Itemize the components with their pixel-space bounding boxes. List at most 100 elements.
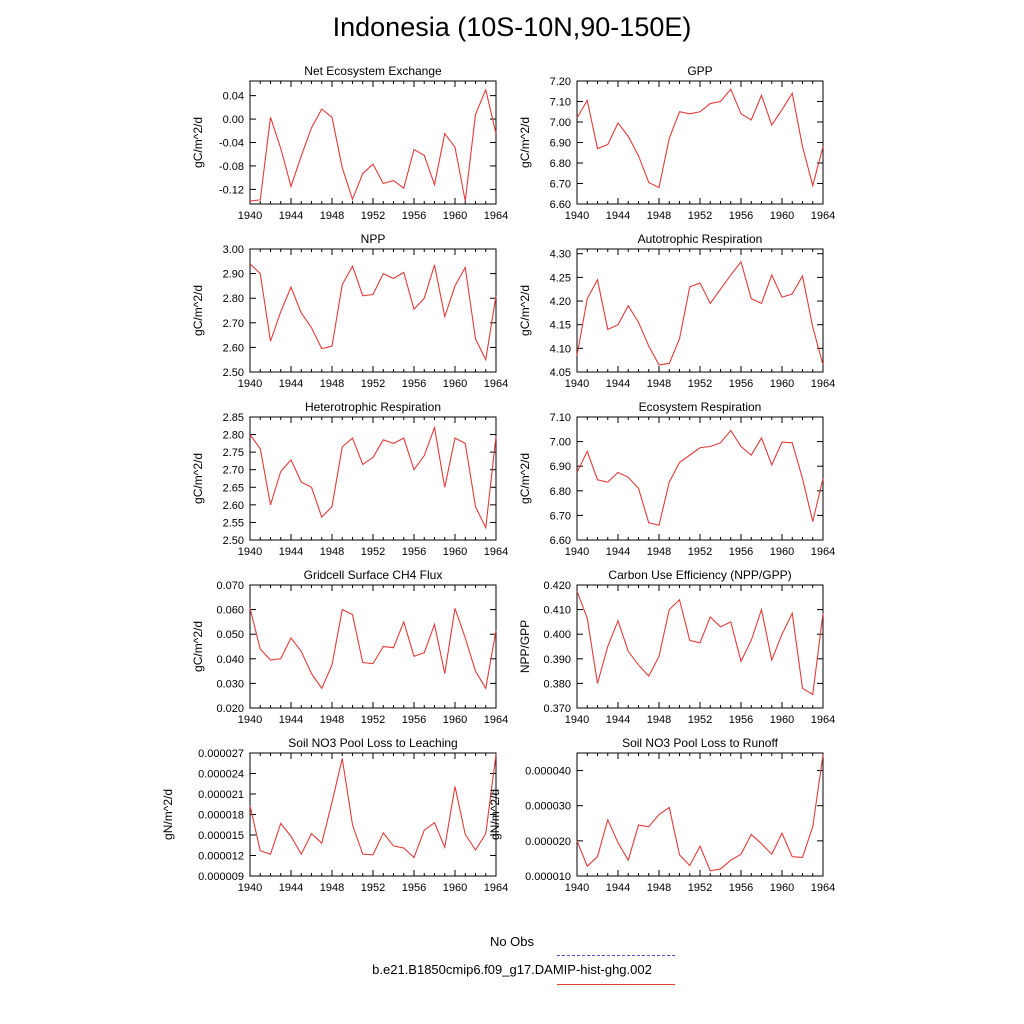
y-axis-label: gC/m^2/d xyxy=(191,621,205,672)
panel-title: Soil NO3 Pool Loss to Leaching xyxy=(288,736,457,750)
y-tick-label: 0.420 xyxy=(543,580,571,592)
x-tick-label: 1944 xyxy=(606,882,630,894)
y-tick-label: 0.410 xyxy=(543,605,571,617)
y-tick-label: 0.070 xyxy=(216,580,244,592)
x-tick-label: 1944 xyxy=(279,210,303,222)
y-tick-label: 2.60 xyxy=(223,500,244,512)
series-line xyxy=(576,429,824,526)
y-tick-label: 7.00 xyxy=(550,437,571,449)
plot-frame xyxy=(576,416,824,541)
y-tick-label: 6.80 xyxy=(550,486,571,498)
x-tick-label: 1944 xyxy=(279,546,303,558)
x-tick-label: 1964 xyxy=(811,378,835,390)
x-tick-label: 1948 xyxy=(647,210,671,222)
y-tick-label: 0.040 xyxy=(216,654,244,666)
legend-model-label: b.e21.B1850cmip6.f09_g17.DAMIP-hist-ghg.… xyxy=(372,962,652,977)
x-tick-label: 1944 xyxy=(606,378,630,390)
x-tick-label: 1952 xyxy=(688,546,712,558)
y-tick-label: 0.000021 xyxy=(198,789,244,801)
plot-frame xyxy=(576,248,824,373)
series-line xyxy=(249,425,497,530)
x-tick-label: 1948 xyxy=(320,546,344,558)
x-tick-label: 1960 xyxy=(770,378,794,390)
x-tick-label: 1956 xyxy=(729,714,753,726)
y-tick-label: -0.12 xyxy=(219,184,244,196)
y-tick-label: 0.000009 xyxy=(198,871,244,883)
x-tick-label: 1960 xyxy=(443,546,467,558)
x-tick-label: 1964 xyxy=(484,882,508,894)
plot-frame xyxy=(249,416,497,541)
plot-frame xyxy=(249,248,497,373)
x-tick-label: 1944 xyxy=(606,210,630,222)
series-line xyxy=(249,88,497,202)
x-tick-label: 1964 xyxy=(811,714,835,726)
plot-frame xyxy=(249,752,497,877)
y-tick-label: 6.70 xyxy=(550,510,571,522)
x-tick-label: 1948 xyxy=(647,714,671,726)
x-tick-label: 1948 xyxy=(320,714,344,726)
y-tick-label: 2.70 xyxy=(223,465,244,477)
y-tick-label: 0.000027 xyxy=(198,748,244,760)
y-tick-label: 4.20 xyxy=(550,296,571,308)
y-tick-label: 7.10 xyxy=(550,97,571,109)
panel-title: GPP xyxy=(687,64,712,78)
y-tick-label: 4.30 xyxy=(550,249,571,261)
x-tick-label: 1940 xyxy=(565,210,589,222)
y-tick-label: 0.00 xyxy=(223,114,244,126)
chart-panel-6: 1940 1944 1948 1952 1956 1960 1964 6.60 6.70 6.80… xyxy=(518,400,835,558)
y-tick-label: 0.370 xyxy=(543,703,571,715)
x-tick-label: 1940 xyxy=(238,210,262,222)
x-tick-label: 1964 xyxy=(484,546,508,558)
x-tick-label: 1940 xyxy=(238,714,262,726)
x-tick-label: 1948 xyxy=(320,210,344,222)
y-tick-label: 6.60 xyxy=(550,535,571,547)
y-axis-label: gN/m^2/d xyxy=(161,789,175,840)
y-tick-label: 4.05 xyxy=(550,367,571,379)
y-tick-label: 6.90 xyxy=(550,461,571,473)
plot-frame xyxy=(576,752,824,877)
x-tick-label: 1952 xyxy=(688,210,712,222)
series-line xyxy=(576,590,824,696)
chart-panel-10: 1940 1944 1948 1952 1956 1960 1964 0.000010 0.00… xyxy=(488,736,835,894)
y-tick-label: 0.000012 xyxy=(198,851,244,863)
y-tick-label: 6.70 xyxy=(550,179,571,191)
y-axis-label: gN/m^2/d xyxy=(488,789,502,840)
x-tick-label: 1956 xyxy=(729,546,753,558)
x-tick-label: 1960 xyxy=(770,546,794,558)
x-tick-label: 1960 xyxy=(443,714,467,726)
y-tick-label: 0.000040 xyxy=(525,766,571,778)
y-tick-label: 0.04 xyxy=(223,91,244,103)
x-tick-label: 1956 xyxy=(729,210,753,222)
series-line xyxy=(249,754,497,859)
y-tick-label: 6.60 xyxy=(550,199,571,211)
y-tick-label: 0.000015 xyxy=(198,830,244,842)
x-tick-label: 1964 xyxy=(484,714,508,726)
y-tick-label: 0.000024 xyxy=(198,769,244,781)
y-tick-label: 2.80 xyxy=(223,430,244,442)
series-line xyxy=(249,608,497,690)
y-tick-label: 0.030 xyxy=(216,678,244,690)
y-axis-label: gC/m^2/d xyxy=(518,285,532,336)
y-tick-label: 0.000020 xyxy=(525,836,571,848)
y-tick-label: 2.50 xyxy=(223,535,244,547)
legend-obs-line xyxy=(557,955,675,956)
y-axis-label: gC/m^2/d xyxy=(191,453,205,504)
y-tick-label: 2.90 xyxy=(223,269,244,281)
x-tick-label: 1952 xyxy=(361,210,385,222)
chart-panel-5: 1940 1944 1948 1952 1956 1960 1964 2.50 2.55 2.60… xyxy=(191,400,508,558)
y-tick-label: 4.25 xyxy=(550,272,571,284)
x-tick-label: 1948 xyxy=(647,546,671,558)
x-tick-label: 1940 xyxy=(238,546,262,558)
chart-panel-9: 1940 1944 1948 1952 1956 1960 1964 0.000009 0.00… xyxy=(161,736,508,894)
x-tick-label: 1964 xyxy=(484,210,508,222)
x-tick-label: 1956 xyxy=(402,378,426,390)
x-tick-label: 1964 xyxy=(811,882,835,894)
chart-panel-2: 1940 1944 1948 1952 1956 1960 1964 6.60 6.70 6.80… xyxy=(518,64,835,222)
y-tick-label: 6.80 xyxy=(550,158,571,170)
y-tick-label: 2.75 xyxy=(223,447,244,459)
legend-obs-label: No Obs xyxy=(489,934,535,949)
plot-frame xyxy=(249,80,497,205)
x-tick-label: 1956 xyxy=(402,714,426,726)
x-tick-label: 1956 xyxy=(729,378,753,390)
